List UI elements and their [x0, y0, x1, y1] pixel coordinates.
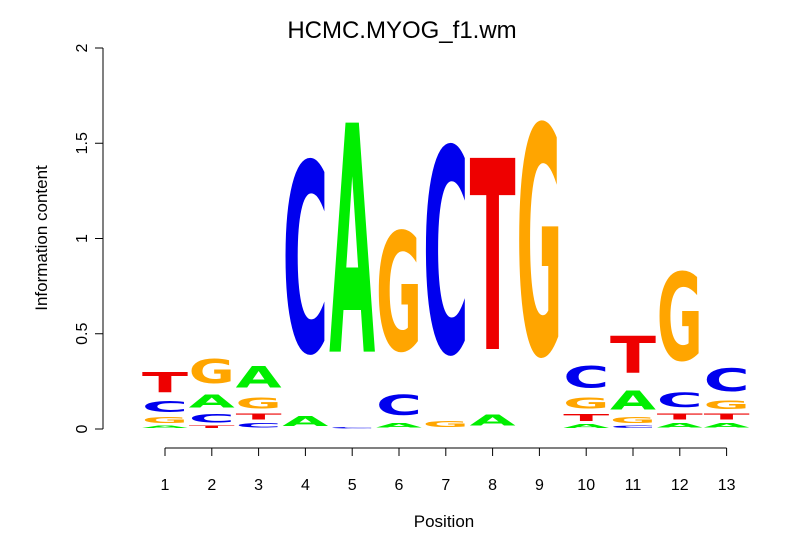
logo-letter-t: T: [563, 412, 609, 423]
logo-letter-t: T: [189, 425, 236, 429]
logo-letter-t: T: [470, 107, 516, 412]
logo-letter-c: C: [376, 390, 422, 422]
logo-letter-t: T: [142, 367, 188, 399]
logo-letter-g: G: [704, 398, 750, 412]
logo-letter-a: A: [376, 421, 422, 429]
y-axis-label: Information content: [32, 165, 51, 311]
logo-letter-a: A: [329, 61, 375, 426]
logo-letter-g: G: [376, 199, 422, 389]
x-tick-label: 13: [718, 477, 736, 494]
logo-letter-a: A: [610, 385, 657, 416]
logo-letter-g: G: [189, 353, 235, 391]
x-tick-label: 4: [301, 477, 310, 494]
logo-letter-c: C: [563, 361, 609, 395]
logo-letter-c: C: [610, 425, 656, 429]
x-tick-label: 10: [577, 477, 595, 494]
logo-letter-g: G: [236, 395, 282, 412]
logo-letter-t: T: [704, 412, 750, 421]
logo-letter-c: C: [142, 399, 188, 416]
logo-letter-a: A: [282, 414, 329, 429]
logo-letter-a: A: [563, 423, 610, 429]
x-axis: 1 2 3 4 5 6 7 8 9 10 11 12 13: [161, 447, 736, 494]
logo-letter-c: C: [282, 109, 328, 413]
x-tick-label: 1: [161, 477, 170, 494]
y-tick-label: 1: [74, 234, 91, 243]
logo-letter-a: A: [470, 412, 517, 429]
x-tick-label: 7: [441, 477, 450, 494]
logo-letter-g: G: [657, 250, 703, 390]
x-tick-label: 9: [535, 477, 544, 494]
x-axis-label: Position: [414, 512, 474, 531]
y-tick-label: 1.5: [74, 132, 91, 154]
logo-letter-a: A: [142, 425, 189, 429]
logo-letter-t: T: [657, 412, 703, 421]
logo-letter-g: G: [516, 64, 562, 429]
y-axis: 0 0.5 1 1.5 2: [74, 43, 104, 433]
logo-letter-a: A: [704, 421, 750, 429]
x-tick-label: 12: [671, 477, 689, 494]
x-tick-label: 8: [488, 477, 497, 494]
logo-letter-c: C: [704, 362, 750, 398]
logo-letter-c: C: [657, 389, 703, 412]
logo-letter-t: T: [236, 412, 282, 421]
x-tick-label: 11: [625, 477, 642, 494]
logo-letter-c: C: [236, 421, 282, 429]
logo-letter-a: A: [657, 421, 703, 429]
x-tick-label: 3: [254, 477, 263, 494]
x-tick-label: 2: [207, 477, 216, 494]
logo-letter-g: G: [563, 395, 609, 412]
y-tick-label: 2: [74, 43, 91, 52]
logo-letter-g: G: [423, 420, 469, 429]
logo-letter-a: A: [236, 361, 283, 395]
logo-letter-c: C: [189, 412, 235, 425]
y-tick-label: 0: [74, 424, 91, 433]
x-tick-label: 5: [348, 477, 357, 494]
logo-letter-c: C: [329, 427, 375, 429]
x-tick-label: 6: [395, 477, 404, 494]
chart-title: HCMC.MYOG_f1.wm: [287, 17, 516, 44]
logo-letter-t: T: [610, 327, 656, 385]
logo-letter-a: A: [189, 391, 235, 412]
logo-letter-g: G: [610, 416, 656, 425]
logo-letter-g: G: [142, 416, 188, 425]
y-tick-label: 0.5: [74, 323, 91, 345]
logo-letter-c: C: [423, 92, 469, 419]
